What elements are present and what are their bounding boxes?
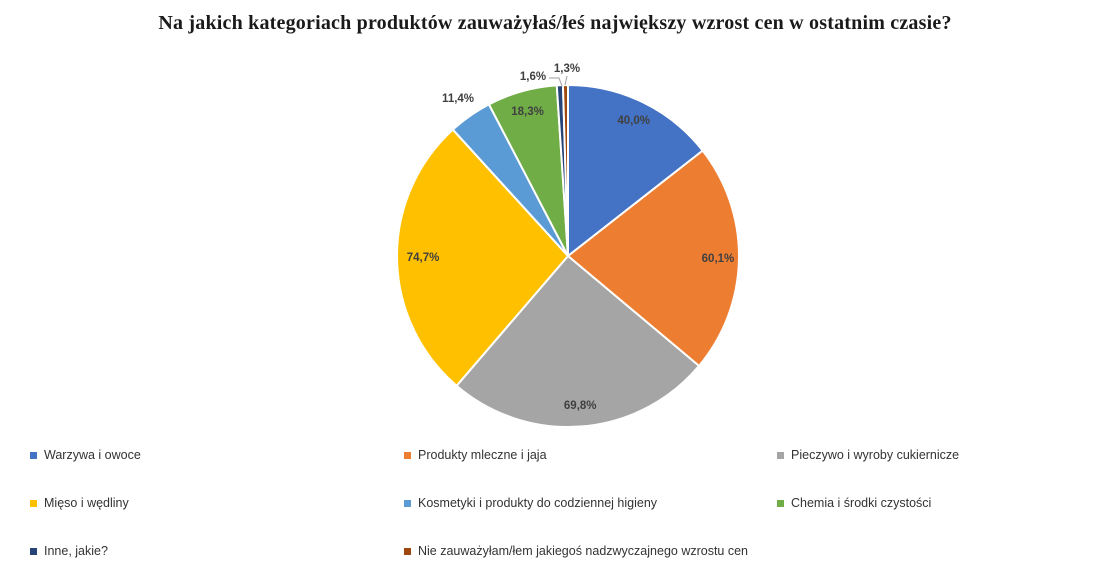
legend-item-nie-zauwazylam: Nie zauważyłam/łem jakiegoś nadzwyczajne… bbox=[404, 527, 777, 575]
slice-label-6: 1,6% bbox=[519, 71, 547, 83]
legend-label: Pieczywo i wyroby cukiernicze bbox=[791, 448, 960, 462]
slice-label-1: 60,1% bbox=[701, 252, 735, 265]
legend-swatch-icon bbox=[404, 547, 411, 555]
legend-label: Chemia i środki czystości bbox=[791, 496, 932, 510]
legend-swatch-icon bbox=[404, 451, 411, 459]
slice-label-7: 1,3% bbox=[553, 63, 581, 75]
legend-label: Produkty mleczne i jaja bbox=[418, 448, 547, 462]
legend-item-produkty-mleczne: Produkty mleczne i jaja bbox=[404, 431, 777, 479]
slice-label-2: 69,8% bbox=[563, 399, 597, 412]
legend-label: Nie zauważyłam/łem jakiegoś nadzwyczajne… bbox=[418, 544, 749, 558]
legend-label: Kosmetyki i produkty do codziennej higie… bbox=[418, 496, 658, 510]
legend-item-pieczywo: Pieczywo i wyroby cukiernicze bbox=[777, 431, 1110, 479]
pie-chart bbox=[396, 75, 740, 428]
legend-label: Mięso i wędliny bbox=[44, 496, 129, 510]
slice-label-0: 40,0% bbox=[617, 115, 650, 128]
legend-item-mieso-i-wedliny: Mięso i wędliny bbox=[30, 479, 404, 527]
legend: Warzywa i owoce Produkty mleczne i jaja … bbox=[0, 431, 1110, 575]
pie-slice-1 bbox=[567, 149, 740, 367]
legend-item-kosmetyki: Kosmetyki i produkty do codziennej higie… bbox=[404, 479, 777, 527]
legend-swatch-icon bbox=[30, 451, 37, 459]
legend-item-chemia: Chemia i środki czystości bbox=[777, 479, 1110, 527]
legend-swatch-icon bbox=[30, 499, 37, 507]
legend-swatch-icon bbox=[30, 547, 37, 555]
legend-swatch-icon bbox=[777, 499, 784, 507]
legend-label: Inne, jakie? bbox=[44, 544, 108, 558]
pie-slice-2 bbox=[455, 255, 700, 428]
legend-item-warzywa-i-owoce: Warzywa i owoce bbox=[30, 431, 404, 479]
slice-label-5: 18,3% bbox=[511, 105, 544, 118]
slice-label-4: 11,4% bbox=[442, 92, 475, 105]
legend-swatch-icon bbox=[777, 451, 784, 459]
legend-label: Warzywa i owoce bbox=[44, 448, 141, 462]
pie-slices bbox=[396, 83, 740, 428]
slice-label-3: 74,7% bbox=[406, 252, 440, 265]
legend-swatch-icon bbox=[404, 499, 411, 507]
pie-slice-3 bbox=[396, 128, 569, 387]
legend-item-inne-jakie: Inne, jakie? bbox=[30, 527, 404, 575]
pie-slice-0 bbox=[567, 84, 704, 257]
leader-line-inne bbox=[549, 77, 563, 87]
leader-line-nie-zauwazylam bbox=[564, 75, 568, 86]
chart-title: Na jakich kategoriach produktów zauważył… bbox=[158, 12, 952, 34]
